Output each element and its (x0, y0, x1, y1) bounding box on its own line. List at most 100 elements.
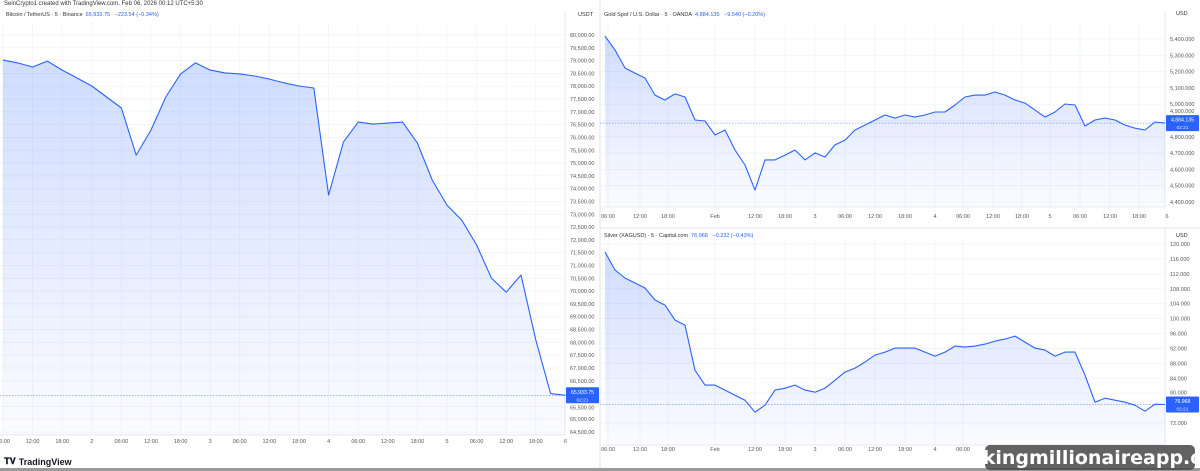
tradingview-logo-text: TradingView (18, 456, 72, 467)
btc-y-tick-label: 64,500.00 (570, 430, 594, 436)
gold-price-line (604, 35, 1166, 191)
btc-legend: Bitcoin / TetherUS · 5 · Binance 65,933.7… (6, 12, 159, 18)
gold-x-tick-label: 12:00 (868, 214, 882, 220)
silver-x-tick-label: 18:00 (898, 447, 912, 453)
gold-change: −9.540 (−0.20%) (724, 12, 766, 18)
btc-x-tick-label: 12:00 (26, 439, 40, 445)
btc-y-tick-label: 65,500.00 (570, 405, 594, 411)
btc-x-tick-label: 12:00 (499, 439, 513, 445)
chart-attribution: SeinCrypto1 created with TradingView.com… (4, 1, 203, 7)
silver-y-tick-label: 92.000 (1170, 346, 1187, 352)
btc-y-tick-label: 75,500.00 (570, 148, 594, 154)
gold-y-tick-label: 5,000.000 (1170, 102, 1194, 108)
silver-x-tick-label: 06:00 (838, 447, 852, 453)
gold-y-tick-label: 5,300.000 (1170, 53, 1194, 59)
silver-x-tick-label: Feb (710, 447, 719, 453)
bottom-border (0, 468, 1200, 471)
silver-price-label: 76.968 (1175, 399, 1191, 405)
gold-chart: 5,400.000 5,300.000 5,200.000 5,100.000 5,00… (600, 10, 1199, 220)
silver-chart: 120.000 116.000 112.000 108.000 104.000 100.0… (600, 228, 1199, 453)
gold-x-tick-label: 18:00 (1132, 214, 1146, 220)
btc-x-tick-label: 2 (90, 439, 93, 445)
gold-y-tick-label: 4,800.000 (1170, 135, 1194, 141)
silver-y-tick-label: 72.000 (1170, 421, 1187, 427)
gold-y-tick-label: 4,700.000 (1170, 151, 1194, 157)
btc-y-tick-label: 70,000.00 (570, 289, 594, 295)
btc-y-tick-label: 73,500.00 (570, 199, 594, 205)
btc-y-tick-label: 72,500.00 (570, 225, 594, 231)
btc-x-tick-label: 06:00 (233, 439, 247, 445)
silver-y-tick-label: 80.000 (1170, 390, 1187, 396)
silver-change: −0.232 (−0.43%) (712, 233, 754, 239)
btc-y-tick-label: 79,000.00 (570, 59, 594, 65)
gold-x-tick-label: 6 (1165, 214, 1168, 220)
btc-x-tick-label: 12:00 (263, 439, 277, 445)
btc-x-tick-label: 06:00 (351, 439, 365, 445)
btc-y-tick-label: 74,500.00 (570, 174, 594, 180)
silver-y-tick-label: 84.000 (1170, 376, 1187, 382)
gold-area-fill (605, 36, 1165, 207)
gold-countdown: 02:21 (1176, 125, 1188, 131)
btc-x-tick-label: 4 (327, 439, 330, 445)
btc-y-tick-label: 71,000.00 (570, 264, 594, 270)
gold-y-tick-label: 4,500.000 (1170, 184, 1194, 190)
gold-symbol: Gold Spot / U.S. Dollar · 5 · OANDA (604, 12, 693, 18)
gold-price: 4,884.135 (695, 12, 720, 18)
gold-x-tick-label: 18:00 (661, 214, 675, 220)
btc-unit: USDT (578, 12, 593, 18)
silver-x-tick-label: 12:00 (748, 447, 762, 453)
btc-y-tick-label: 73,000.00 (570, 212, 594, 218)
btc-x-tick-label: 06:00 (470, 439, 484, 445)
gold-x-tick-label: 18:00 (898, 214, 912, 220)
gold-x-tick-label: 18:00 (778, 214, 792, 220)
tradingview-logo[interactable]: 𝐓𝐕 TradingView (4, 456, 72, 467)
gold-price-label-bg (1166, 115, 1199, 132)
gold-x-tick-label: 5 (1048, 214, 1051, 220)
silver-area-fill (605, 252, 1165, 445)
btc-y-tick-label: 69,000.00 (570, 315, 594, 321)
silver-x-tick-label: 06:00 (601, 447, 615, 453)
gold-x-tick-label: Feb (710, 214, 719, 220)
silver-countdown: 02:21 (1176, 406, 1188, 412)
btc-y-tick-label: 72,000.00 (570, 238, 594, 244)
gold-x-tick-label: 18:00 (1015, 214, 1029, 220)
btc-y-tick-label: 77,000.00 (570, 110, 594, 116)
btc-x-tick-label: 5 (445, 439, 448, 445)
btc-symbol: Bitcoin / TetherUS · 5 · Binance (6, 12, 83, 18)
btc-chart: 80,000.00 79,500.00 79,000.00 78,500.00 78,0… (0, 10, 599, 445)
btc-y-tick-label: 70,500.00 (570, 276, 594, 282)
btc-y-tick-label: 78,500.00 (570, 71, 594, 77)
watermark: seekingmillionaireapp.com (945, 445, 1200, 470)
gold-x-tick-label: 4 (933, 214, 936, 220)
btc-y-tick-label: 76,500.00 (570, 123, 594, 129)
silver-x-tick-label: 18:00 (778, 447, 792, 453)
gold-x-tick-label: 06:00 (838, 214, 852, 220)
gold-y-tick-label: 5,400.000 (1170, 37, 1194, 43)
btc-y-tick-label: 69,500.00 (570, 302, 594, 308)
btc-x-tick-label: 18:00 (174, 439, 188, 445)
silver-y-tick-label: 120.000 (1170, 242, 1190, 248)
silver-y-tick-label: 96.000 (1170, 332, 1187, 338)
gold-unit: USD (1176, 11, 1188, 17)
silver-y-tick-label: 88.000 (1170, 361, 1187, 367)
silver-x-tick-label: 18:00 (661, 447, 675, 453)
btc-x-tick-label: 06:00 (115, 439, 129, 445)
btc-x-tick-label: 3 (209, 439, 212, 445)
silver-price: 76.968 (691, 233, 708, 239)
btc-price-label-bg (566, 387, 599, 404)
silver-y-tick-label: 112.000 (1170, 272, 1189, 278)
gold-x-tick-label: 06:00 (956, 214, 970, 220)
btc-y-tick-label: 77,500.00 (570, 97, 594, 103)
btc-y-tick-label: 74,000.00 (570, 187, 594, 193)
btc-x-tick-label: 18:00 (529, 439, 543, 445)
gold-x-tick-label: 06:00 (1073, 214, 1087, 220)
silver-x-tick-label: 12:00 (633, 447, 647, 453)
btc-countdown: 02:21 (576, 397, 588, 403)
silver-x-tick-label: 3 (813, 447, 816, 453)
gold-y-tick-label: 4,400.000 (1170, 200, 1194, 206)
gold-x-tick-label: 12:00 (633, 214, 647, 220)
gold-legend: Gold Spot / U.S. Dollar · 5 · OANDA 4,884… (604, 12, 765, 18)
btc-y-tick-label: 65,000.00 (570, 417, 594, 423)
silver-unit: USD (1176, 233, 1188, 239)
